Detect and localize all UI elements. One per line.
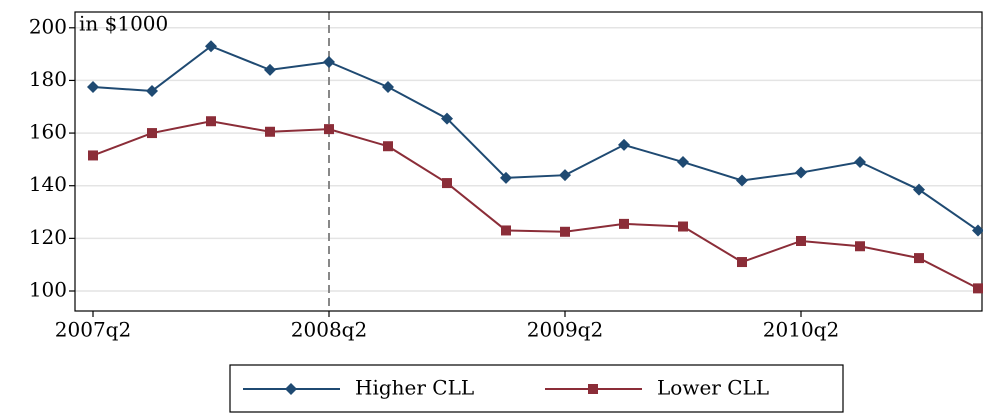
y-tick-label: 160 xyxy=(29,120,67,144)
annotation: in $1000 xyxy=(79,12,168,36)
marker xyxy=(855,241,865,252)
legend: Higher CLL Lower CLL xyxy=(229,364,844,413)
y-tick-label: 100 xyxy=(29,277,67,301)
marker xyxy=(796,235,806,246)
marker xyxy=(913,183,925,196)
marker xyxy=(677,156,689,169)
x-tick-label: 2009q2 xyxy=(527,318,603,342)
legend-label: Lower CLL xyxy=(657,376,769,400)
marker xyxy=(323,56,335,69)
marker xyxy=(559,169,571,182)
marker xyxy=(442,178,452,189)
marker xyxy=(265,126,275,137)
marker xyxy=(88,150,98,161)
marker xyxy=(87,81,99,94)
marker xyxy=(619,218,629,229)
marker xyxy=(736,174,748,187)
marker xyxy=(441,112,453,125)
marker xyxy=(588,384,598,394)
marker xyxy=(501,225,511,236)
marker xyxy=(383,141,393,152)
marker xyxy=(914,253,924,264)
series-line xyxy=(92,45,979,232)
marker xyxy=(678,221,688,232)
y-tick-label: 200 xyxy=(29,14,67,38)
marker xyxy=(973,283,983,294)
marker xyxy=(206,116,216,127)
marker xyxy=(618,138,630,151)
x-tick-label: 2008q2 xyxy=(291,318,367,342)
marker xyxy=(500,171,512,184)
series-line xyxy=(92,120,979,290)
marker xyxy=(285,383,297,395)
marker xyxy=(560,226,570,237)
y-tick-label: 140 xyxy=(29,172,67,196)
marker xyxy=(324,124,334,135)
marker xyxy=(972,224,983,237)
marker xyxy=(382,81,394,94)
marker xyxy=(737,257,747,268)
marker xyxy=(146,84,158,97)
marker xyxy=(795,166,807,179)
marker xyxy=(147,128,157,139)
legend-label: Higher CLL xyxy=(355,376,474,400)
y-tick-label: 180 xyxy=(29,67,67,91)
marker xyxy=(264,63,276,76)
x-tick-label: 2010q2 xyxy=(763,318,839,342)
y-tick-label: 120 xyxy=(29,225,67,249)
marker xyxy=(854,156,866,169)
x-tick-label: 2007q2 xyxy=(55,318,131,342)
marker xyxy=(205,40,217,53)
plot-frame xyxy=(74,11,983,312)
